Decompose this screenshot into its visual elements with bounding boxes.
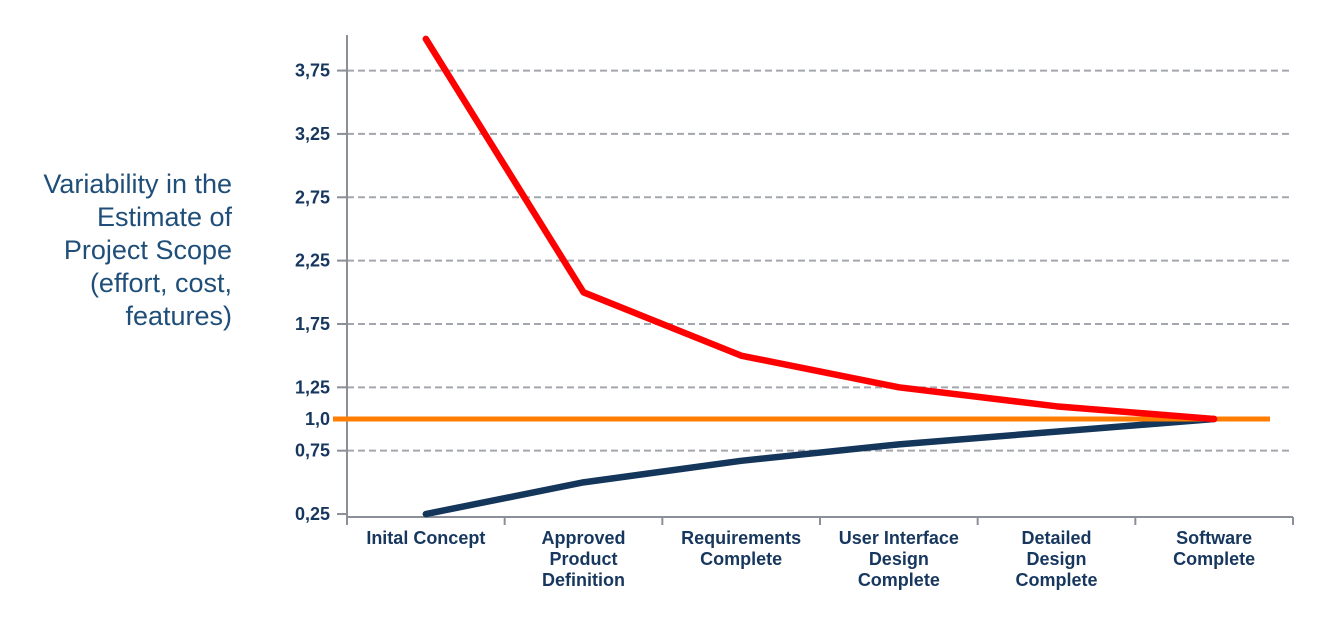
series-upper-estimate-line: [422, 35, 1218, 423]
y-tick-label: 2,25: [295, 251, 330, 271]
x-axis-category-label: Approved Product Definition: [541, 528, 626, 590]
x-axis-category-label: Detailed Design Complete: [1015, 528, 1098, 590]
y-tick-label: 3,75: [295, 61, 330, 81]
x-axis-category-label: Software Complete: [1173, 528, 1256, 569]
y-tick-label: 1,25: [295, 377, 330, 397]
x-axis-category-label: User Interface Design Complete: [838, 528, 959, 590]
y-tick-label: 2,75: [295, 187, 330, 207]
y-tick-label: 0,25: [295, 504, 330, 524]
y-tick-label: 1,75: [295, 314, 330, 334]
y-tick-label: 1,0: [305, 409, 330, 429]
chart-y-axis-title: Variability in the Estimate of Project S…: [43, 169, 232, 331]
series-lower-estimate-line: [422, 415, 1218, 518]
x-axis-category-label: Inital Concept: [366, 528, 486, 548]
y-tick-label: 3,25: [295, 124, 330, 144]
x-axis-category-label: Requirements Complete: [681, 528, 802, 569]
y-tick-label: 0,75: [295, 441, 330, 461]
